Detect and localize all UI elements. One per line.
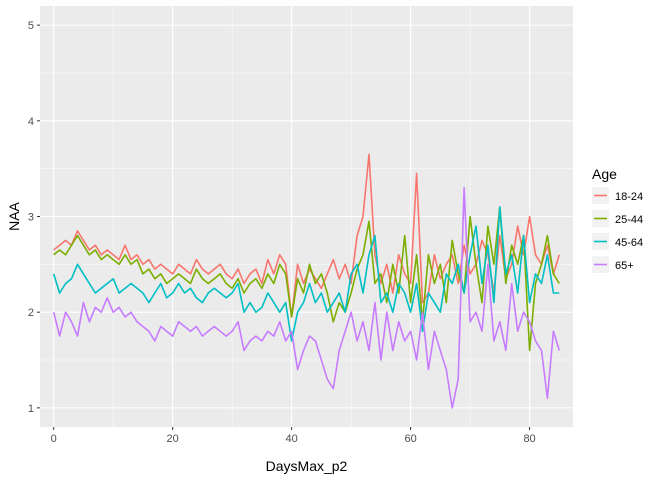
y-tick-label: 2	[28, 307, 34, 319]
series-line-65+	[52, 187, 561, 409]
legend-label: 18-24	[615, 191, 643, 203]
legend-title: Age	[592, 166, 617, 182]
series-line-45-64	[52, 206, 560, 342]
legend: Age 18-24 25-44 45-64 65+	[592, 166, 643, 273]
y-tick-label: 3	[28, 212, 34, 224]
axis-ticks: 0 20 40 60 80 1 2 3 4 5	[28, 20, 536, 445]
legend-label: 65+	[615, 260, 634, 272]
series-line-25-44	[53, 206, 560, 352]
y-axis-title: NAA	[6, 201, 22, 230]
x-tick-label: 40	[286, 433, 298, 445]
x-tick-label: 20	[167, 433, 179, 445]
x-axis-title: DaysMax_p2	[266, 458, 348, 474]
x-tick-label: 0	[51, 433, 57, 445]
y-tick-label: 5	[28, 20, 34, 32]
x-tick-label: 60	[404, 433, 416, 445]
y-tick-label: 4	[28, 116, 34, 128]
legend-label: 25-44	[615, 214, 643, 226]
y-tick-label: 1	[28, 403, 34, 415]
x-tick-label: 80	[523, 433, 535, 445]
legend-label: 45-64	[615, 237, 643, 249]
series-layer	[52, 153, 561, 409]
major-grid	[40, 6, 573, 427]
